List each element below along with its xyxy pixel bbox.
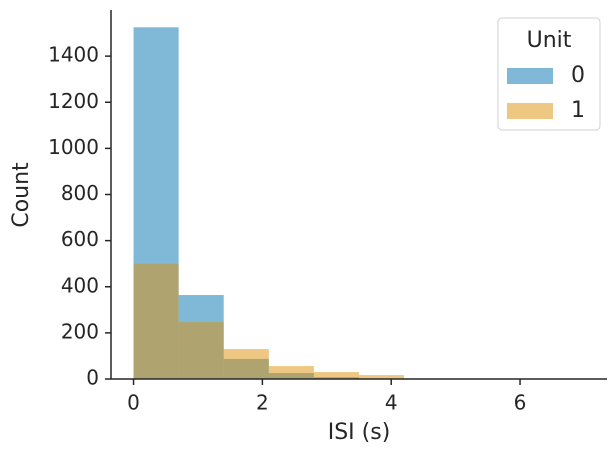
y-tick-label: 0 — [86, 366, 99, 390]
x-tick-label: 4 — [385, 391, 398, 415]
y-tick-label: 1000 — [48, 135, 99, 159]
y-tick-label: 600 — [61, 227, 99, 251]
x-tick-label: 2 — [256, 391, 269, 415]
legend-label: 0 — [571, 63, 585, 88]
legend-swatch — [507, 68, 553, 84]
x-tick-label: 6 — [514, 391, 527, 415]
bar — [178, 322, 224, 379]
legend-swatch — [507, 103, 553, 119]
y-tick-label: 1400 — [48, 43, 99, 67]
bar — [313, 372, 359, 379]
bar — [268, 366, 314, 379]
x-axis-label: ISI (s) — [328, 420, 391, 445]
y-axis-label: Count — [9, 162, 34, 228]
y-tick-label: 800 — [61, 181, 99, 205]
y-tick-label: 1200 — [48, 89, 99, 113]
bar — [223, 349, 269, 379]
y-tick-label: 400 — [61, 273, 99, 297]
x-tick-label: 0 — [127, 391, 140, 415]
bar — [359, 375, 405, 379]
bar — [133, 263, 179, 379]
legend: Unit 0 1 — [497, 17, 601, 131]
y-tick-label: 200 — [61, 319, 99, 343]
legend-title: Unit — [527, 28, 572, 53]
legend-label: 1 — [571, 98, 585, 123]
